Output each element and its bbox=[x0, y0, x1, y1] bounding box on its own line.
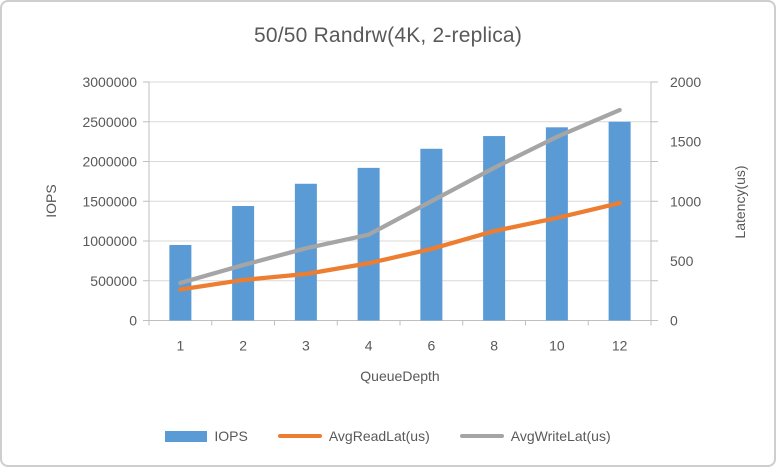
right-axis-tick-label: 500 bbox=[670, 253, 694, 269]
right-axis-tick-label: 0 bbox=[670, 313, 678, 329]
iops-bar bbox=[545, 127, 568, 321]
avgwritelat-line bbox=[178, 107, 622, 286]
x-axis-category-label: 12 bbox=[612, 338, 628, 354]
avgwritelat-legend-swatch bbox=[459, 433, 504, 439]
x-axis-category-label: 2 bbox=[239, 338, 247, 354]
left-axis-tick-label: 1500000 bbox=[82, 193, 137, 209]
iops-legend-swatch bbox=[165, 430, 208, 442]
right-axis-tick-label: 2000 bbox=[670, 74, 701, 90]
left-axis-tick-label: 1000000 bbox=[82, 233, 137, 249]
x-axis-category-label: 4 bbox=[365, 338, 373, 354]
x-axis-category-label: 10 bbox=[549, 338, 565, 354]
chart-legend: IOPS AvgReadLat(us) AvgWriteLat(us) bbox=[2, 428, 774, 444]
x-axis-category-label: 1 bbox=[176, 338, 184, 354]
legend-item-avgreadlat: AvgReadLat(us) bbox=[277, 428, 430, 444]
avgreadlat-line bbox=[178, 200, 622, 292]
iops-bar bbox=[483, 136, 506, 321]
left-axis-tick-label: 3000000 bbox=[82, 74, 137, 90]
legend-label-avgreadlat: AvgReadLat(us) bbox=[328, 428, 430, 444]
left-axis-title: IOPS bbox=[43, 184, 59, 218]
iops-bar bbox=[420, 148, 443, 321]
x-axis-category-label: 8 bbox=[490, 338, 498, 354]
right-axis-title: Latency(us) bbox=[732, 165, 748, 239]
left-axis-tick-label: 2500000 bbox=[82, 114, 137, 130]
left-axis-tick-label: 2000000 bbox=[82, 154, 137, 170]
x-axis-title: QueueDepth bbox=[360, 368, 440, 384]
avgreadlat-legend-swatch bbox=[277, 433, 322, 439]
chart-title: 50/50 Randrw(4K, 2-replica) bbox=[253, 24, 523, 47]
left-axis-tick-label: 500000 bbox=[90, 273, 137, 289]
left-axis-tick-label: 0 bbox=[129, 313, 137, 329]
legend-label-avgwritelat: AvgWriteLat(us) bbox=[510, 428, 611, 444]
iops-bar bbox=[357, 167, 380, 321]
iops-bar bbox=[608, 121, 631, 321]
x-axis-category-label: 6 bbox=[427, 338, 435, 354]
right-axis-tick-label: 1500 bbox=[670, 134, 701, 150]
iops-bar bbox=[294, 183, 317, 321]
legend-item-iops: IOPS bbox=[165, 428, 248, 444]
x-axis-category-label: 3 bbox=[302, 338, 310, 354]
legend-item-avgwritelat: AvgWriteLat(us) bbox=[459, 428, 611, 444]
right-axis-tick-label: 1000 bbox=[670, 193, 701, 209]
legend-label-iops: IOPS bbox=[214, 428, 248, 444]
